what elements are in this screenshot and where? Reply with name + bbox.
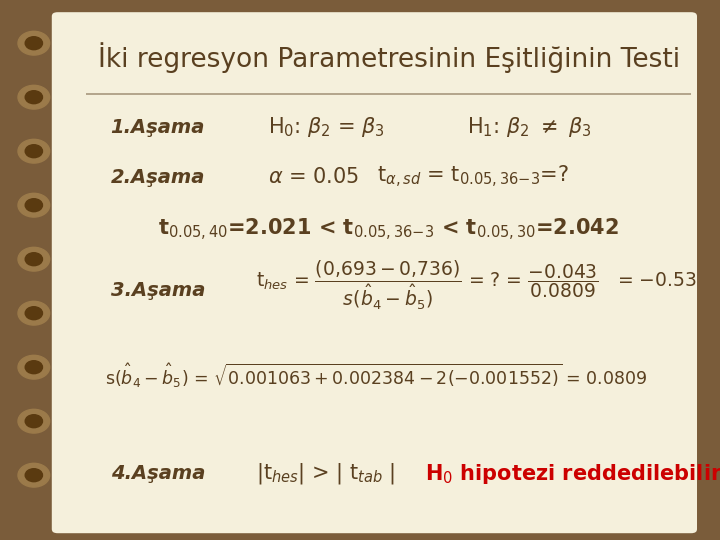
- Text: t$_{0.05,40}$=2.021 < t$_{0.05,36\mathrm{-}3}$ < t$_{0.05,30}$=2.042: t$_{0.05,40}$=2.021 < t$_{0.05,36\mathrm…: [158, 217, 619, 243]
- Text: t$_{hes}$ = $\dfrac{(0{,}693 - 0{,}736)}{s(\hat{b}_4 - \hat{b}_5)}$ = ? = $\dfra: t$_{hes}$ = $\dfrac{(0{,}693 - 0{,}736)}…: [256, 259, 696, 312]
- FancyBboxPatch shape: [50, 11, 698, 535]
- Text: s$(\hat{b}_4 - \hat{b}_5)$ = $\sqrt{0.001063 + 0.002384 - 2(-0.001552)}$ = 0.080: s$(\hat{b}_4 - \hat{b}_5)$ = $\sqrt{0.00…: [104, 362, 647, 390]
- Text: t$_{\alpha,sd}$ = t$_{0.05,36\mathrm{-}3}$=?: t$_{\alpha,sd}$ = t$_{0.05,36\mathrm{-}3…: [377, 164, 569, 191]
- Text: H$_0$ hipotezi reddedilebilir: H$_0$ hipotezi reddedilebilir: [425, 462, 720, 485]
- Text: 2.Aşama: 2.Aşama: [111, 168, 205, 187]
- Text: H$_1$: $\beta_2$ $\neq$ $\beta_3$: H$_1$: $\beta_2$ $\neq$ $\beta_3$: [467, 115, 593, 139]
- Text: İki regresyon Parametresinin Eşitliğinin Testi: İki regresyon Parametresinin Eşitliğinin…: [98, 42, 680, 72]
- Text: $\alpha$ = 0.05: $\alpha$ = 0.05: [268, 167, 359, 187]
- Text: H$_0$: $\beta_2$ = $\beta_3$: H$_0$: $\beta_2$ = $\beta_3$: [268, 115, 384, 139]
- Text: |t$_{hes}$| > | t$_{tab}$ |: |t$_{hes}$| > | t$_{tab}$ |: [256, 461, 395, 486]
- Text: 1.Aşama: 1.Aşama: [111, 118, 205, 137]
- Text: 3.Aşama: 3.Aşama: [111, 281, 205, 300]
- Text: 4.Aşama: 4.Aşama: [111, 464, 205, 483]
